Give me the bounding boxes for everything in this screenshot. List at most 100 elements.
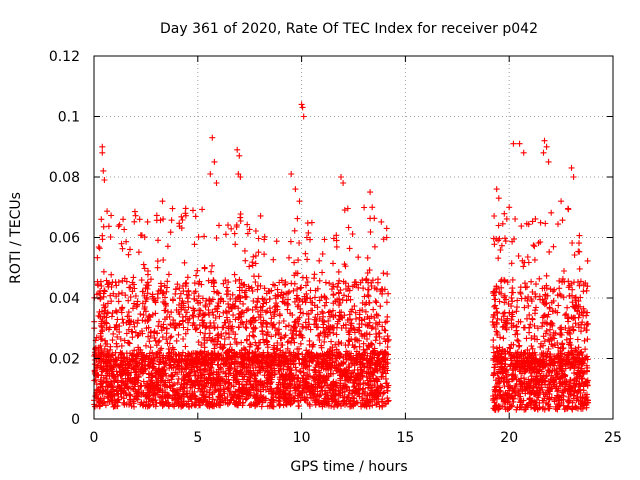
data-point bbox=[106, 398, 113, 405]
data-point bbox=[249, 328, 256, 335]
data-point bbox=[360, 346, 367, 353]
data-point bbox=[360, 340, 367, 347]
data-point bbox=[227, 318, 233, 325]
data-point bbox=[241, 247, 248, 254]
data-point bbox=[160, 257, 167, 263]
data-point bbox=[178, 213, 185, 220]
data-point bbox=[260, 300, 267, 307]
data-point bbox=[192, 213, 199, 220]
data-point bbox=[368, 325, 375, 332]
data-point bbox=[99, 149, 106, 156]
data-point bbox=[315, 361, 321, 368]
data-point bbox=[294, 215, 301, 222]
data-point bbox=[284, 345, 291, 352]
data-point bbox=[123, 238, 130, 245]
data-point bbox=[225, 288, 231, 295]
data-point bbox=[166, 340, 173, 347]
data-point bbox=[120, 216, 127, 223]
data-point bbox=[104, 384, 111, 390]
data-point bbox=[576, 265, 583, 272]
data-point bbox=[543, 272, 550, 279]
data-point bbox=[319, 387, 325, 394]
data-point bbox=[100, 167, 107, 174]
data-point bbox=[147, 344, 154, 351]
data-point bbox=[246, 374, 253, 381]
data-point bbox=[513, 308, 520, 315]
data-point bbox=[154, 264, 161, 271]
data-point bbox=[129, 288, 136, 295]
data-point bbox=[330, 307, 336, 314]
data-point bbox=[299, 274, 306, 281]
data-point bbox=[299, 104, 306, 111]
data-point bbox=[376, 333, 383, 340]
data-point bbox=[233, 340, 240, 347]
data-point bbox=[168, 309, 175, 316]
data-point bbox=[341, 292, 347, 299]
x-tick-label: 25 bbox=[604, 430, 622, 446]
data-point bbox=[316, 332, 323, 339]
data-point bbox=[179, 298, 186, 304]
data-point bbox=[558, 198, 565, 205]
data-point bbox=[364, 346, 370, 353]
data-point bbox=[165, 350, 172, 357]
data-point bbox=[314, 384, 321, 391]
data-point bbox=[287, 238, 294, 245]
data-point bbox=[138, 399, 145, 406]
data-point bbox=[116, 221, 123, 228]
data-point bbox=[149, 311, 156, 318]
data-point bbox=[152, 310, 159, 317]
data-point bbox=[153, 212, 160, 219]
data-point bbox=[155, 338, 162, 345]
data-point bbox=[182, 307, 188, 313]
data-point bbox=[303, 282, 309, 289]
data-point bbox=[242, 324, 249, 331]
data-point bbox=[514, 304, 520, 311]
data-point bbox=[195, 280, 202, 287]
data-point bbox=[134, 320, 141, 327]
data-point bbox=[165, 271, 172, 278]
data-point bbox=[330, 260, 336, 267]
data-point bbox=[333, 243, 340, 250]
data-point bbox=[108, 387, 115, 393]
data-point bbox=[384, 271, 391, 277]
data-point bbox=[128, 385, 134, 392]
data-point bbox=[121, 226, 128, 233]
data-point bbox=[365, 399, 372, 406]
data-point bbox=[108, 313, 115, 320]
data-point bbox=[250, 253, 257, 260]
data-point bbox=[291, 324, 298, 331]
data-point bbox=[252, 260, 259, 267]
data-point bbox=[373, 299, 380, 306]
data-point bbox=[516, 342, 523, 349]
data-point bbox=[255, 235, 262, 242]
data-point bbox=[154, 258, 161, 265]
data-point bbox=[167, 229, 174, 236]
data-point bbox=[169, 344, 176, 351]
data-point bbox=[304, 279, 311, 285]
x-tick-label: 0 bbox=[90, 430, 99, 446]
data-point bbox=[335, 268, 342, 275]
data-point bbox=[321, 338, 328, 345]
data-point bbox=[153, 379, 160, 386]
data-point bbox=[284, 306, 291, 313]
data-point bbox=[540, 149, 547, 156]
data-point bbox=[348, 320, 355, 327]
data-point bbox=[231, 364, 238, 371]
data-point bbox=[277, 292, 284, 299]
data-point bbox=[537, 219, 544, 226]
data-point bbox=[291, 227, 298, 234]
data-point bbox=[333, 331, 340, 338]
data-point bbox=[346, 311, 353, 318]
data-point bbox=[195, 293, 202, 300]
data-point bbox=[273, 302, 280, 309]
data-point bbox=[107, 292, 114, 299]
data-point bbox=[557, 325, 564, 332]
data-point bbox=[163, 325, 170, 332]
data-point bbox=[280, 318, 287, 324]
data-point bbox=[315, 332, 321, 339]
data-point bbox=[365, 293, 372, 300]
y-tick-label: 0.06 bbox=[49, 231, 80, 247]
data-point bbox=[548, 209, 555, 216]
data-point bbox=[385, 290, 392, 297]
data-point bbox=[326, 308, 333, 315]
